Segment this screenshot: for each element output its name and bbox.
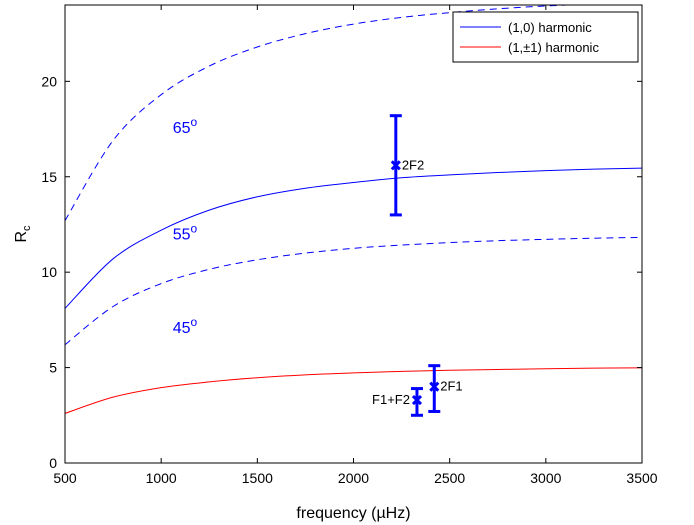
data-point-marker <box>390 160 401 171</box>
legend: (1,0) harmonic (1,±1) harmonic <box>452 11 639 63</box>
x-tick-label: 2000 <box>338 470 369 486</box>
x-tick-label: 3000 <box>530 470 561 486</box>
y-axis-label-main: R <box>13 231 30 243</box>
x-tick-label: 1000 <box>146 470 177 486</box>
angle-label-degree: o <box>191 115 198 129</box>
y-tick-label: 0 <box>49 455 57 471</box>
y-axis-label-sub: c <box>21 225 33 231</box>
y-axis-ticks: 0 5 10 15 20 <box>41 73 642 471</box>
data-point-marker <box>429 381 440 392</box>
error-bars: 2F2 2F1 F1+F2 <box>372 114 463 417</box>
angle-label-55: 55o <box>173 222 198 244</box>
series-line-55deg-1 <box>65 167 642 309</box>
series-line-65deg-0 <box>65 5 581 221</box>
error-bar-label-F1+F2: F1+F2 <box>372 392 410 407</box>
angle-label-value: 55 <box>173 227 191 244</box>
y-tick-label: 15 <box>41 169 57 185</box>
x-axis-ticks: 500 1000 1500 2000 2500 3000 3500 <box>53 5 658 486</box>
series-lines <box>65 5 642 414</box>
angle-label-degree: o <box>191 222 198 236</box>
error-bar-label-2F1: 2F1 <box>440 379 462 394</box>
x-tick-label: 500 <box>53 470 77 486</box>
legend-entry-label: (1,0) harmonic <box>508 20 592 35</box>
error-bar-F1+F2 <box>410 387 423 417</box>
angle-label-value: 65 <box>173 120 191 137</box>
series-line-red-3 <box>65 367 642 414</box>
legend-entry-label: (1,±1) harmonic <box>508 40 599 55</box>
x-tick-label: 2500 <box>434 470 465 486</box>
angle-label-value: 45 <box>173 320 191 337</box>
series-line-45deg-2 <box>65 236 642 346</box>
data-point-marker <box>411 394 423 406</box>
error-bar-2F1 <box>428 364 441 413</box>
plot-area <box>65 5 642 463</box>
x-tick-label: 3500 <box>626 470 657 486</box>
y-tick-label: 10 <box>41 264 57 280</box>
error-bar-2F2 <box>389 114 402 217</box>
y-tick-label: 5 <box>49 360 57 376</box>
y-tick-label: 20 <box>41 73 57 89</box>
error-bar-label-2F2: 2F2 <box>402 157 424 172</box>
legend-box <box>452 11 639 63</box>
angle-label-degree: o <box>191 315 198 329</box>
y-axis-label: Rc <box>13 225 33 243</box>
angle-label-65: 65o <box>173 115 198 137</box>
x-tick-label: 1500 <box>242 470 273 486</box>
x-axis-label: frequency (µHz) <box>296 505 410 522</box>
angle-label-45: 45o <box>173 315 198 337</box>
